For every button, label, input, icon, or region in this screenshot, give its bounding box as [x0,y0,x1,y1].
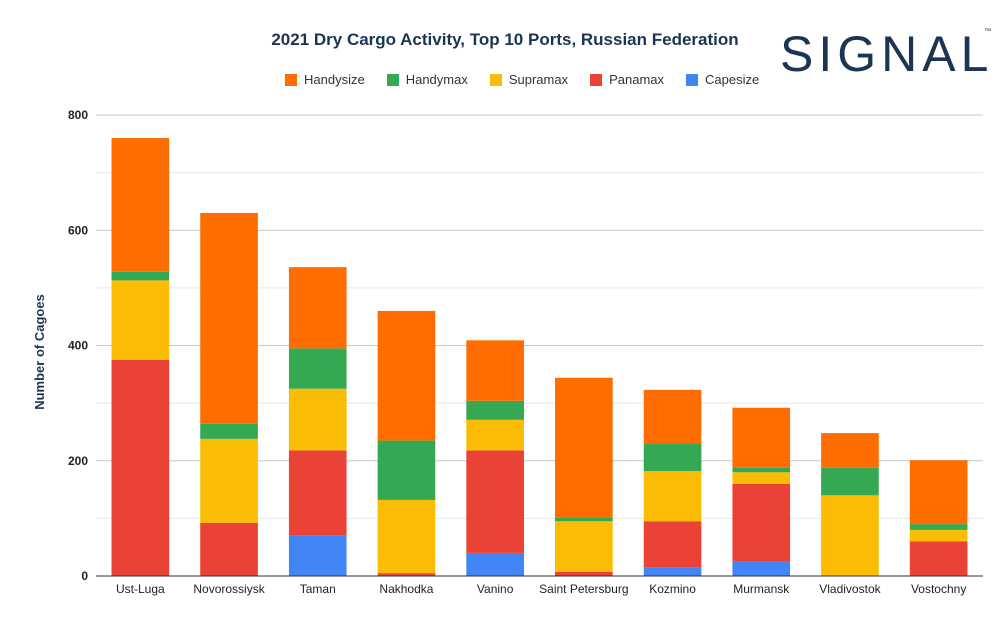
axes: 0 200 400 600 800 Ust-Luga Novorossiysk Taman Na… [68,108,983,596]
x-tick-label: Ust-Luga [116,582,165,596]
legend-label: Supramax [508,72,569,87]
trademark-mark: ™ [984,28,991,35]
legend-swatch [285,73,297,86]
bar-segment-handymax [288,348,347,389]
bar-segment-handysize [288,267,347,349]
bar-segment-handysize [200,212,258,424]
bar-segment-panamax [200,522,258,576]
x-tick-label: Novorossiysk [193,582,265,596]
bar-segment-handysize [377,310,436,441]
bar-segment-handysize [821,433,879,468]
x-tick-label: Nakhodka [379,582,433,596]
bar-segment-handysize [555,377,613,518]
bar-segment-handysize [732,407,791,468]
bar-segment-supramax [821,495,879,576]
x-tick-label: Vostochny [911,582,966,596]
bar-segment-panamax [466,450,524,553]
bars [111,138,968,576]
bar-segment-handysize [111,138,170,272]
legend-item-capesize: Capesize [686,72,759,87]
x-tick-label: Vladivostok [819,582,881,596]
logo-text: SIGNAL [780,26,993,76]
x-tick-label: Kozmino [649,582,696,596]
bar-segment-capesize [466,552,524,576]
legend-item-supramax: Supramax [489,72,569,87]
bar-segment-handymax [732,467,791,473]
legend-label: Capesize [705,72,760,87]
bar-segment-panamax [732,483,791,562]
bar-segment-handymax [821,467,879,496]
chart-title: 2021 Dry Cargo Activity, Top 10 Ports, R… [271,30,739,49]
legend-label: Panamax [609,72,665,87]
legend-item-panamax: Panamax [590,72,664,87]
bar-segment-handymax [200,423,258,439]
bar-segment-supramax [466,419,524,451]
bar-segment-supramax [909,529,968,542]
x-tick-label: Murmansk [733,582,790,596]
y-tick-label: 400 [68,339,88,353]
bar-segment-handymax [377,440,436,500]
x-tick-label: Saint Petersburg [539,582,628,596]
bar-segment-handymax [466,400,524,420]
y-axis-label: Number of Cagoes [32,294,47,410]
legend-swatch [489,73,502,86]
bar-segment-panamax [111,359,170,576]
bar-segment-panamax [643,521,702,568]
bar-segment-capesize [732,561,791,576]
legend-item-handysize: Handysize [285,72,365,87]
legend-swatch [686,73,699,86]
bar-segment-handymax [643,444,702,472]
bar-segment-handymax [111,271,170,281]
bar-segment-capesize [643,567,702,576]
bar-segment-handysize [466,340,524,401]
legend-swatch [590,73,603,86]
legend-swatch [386,73,399,86]
bar-segment-supramax [732,472,791,484]
bar-segment-supramax [200,438,258,523]
bar-segment-panamax [555,571,613,576]
legend-label: Handysize [304,72,365,87]
bar-segment-handymax [555,517,613,522]
bar-segment-handymax [909,524,968,530]
bar-segment-handysize [909,460,968,525]
y-tick-label: 600 [68,223,88,237]
bar-segment-capesize [288,535,347,576]
bar-segment-panamax [377,573,436,576]
bar-segment-supramax [555,521,613,572]
bar-segment-handysize [643,389,702,445]
x-tick-label: Taman [300,582,336,596]
bar-segment-supramax [288,388,347,451]
bar-segment-supramax [111,280,170,360]
bar-segment-panamax [288,450,347,536]
bar-segment-supramax [377,499,436,574]
y-tick-label: 0 [81,569,88,583]
bar-segment-supramax [643,471,702,522]
x-tick-label: Vanino [477,582,514,596]
legend-item-handymax: Handymax [386,72,468,87]
signal-logo: SIGNAL [780,26,993,76]
y-tick-label: 200 [68,454,88,468]
legend-label: Handymax [405,72,468,87]
legend: Handysize Handymax Supramax Panamax Capesize [285,72,759,87]
bar-segment-panamax [909,541,968,576]
y-tick-label: 800 [68,108,88,122]
